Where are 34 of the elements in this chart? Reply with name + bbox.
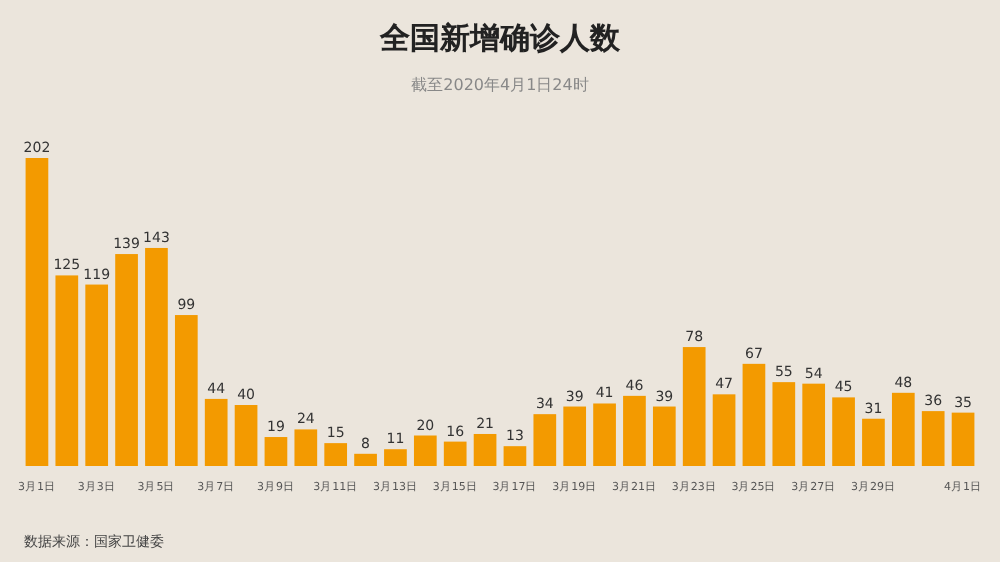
bar — [891, 392, 915, 466]
bar — [563, 406, 587, 466]
bar — [115, 254, 138, 466]
bar — [593, 403, 616, 466]
bar — [204, 398, 228, 466]
bar — [862, 418, 885, 466]
bar — [623, 395, 646, 466]
bar — [294, 429, 318, 466]
bar — [682, 347, 706, 466]
bar — [55, 275, 79, 466]
bar — [503, 446, 527, 466]
bar — [921, 411, 945, 466]
bar — [712, 394, 736, 466]
bar — [384, 449, 407, 466]
bar — [832, 397, 855, 466]
bar — [413, 435, 437, 466]
bar — [174, 315, 198, 466]
bar — [85, 284, 109, 466]
bar — [443, 441, 467, 466]
bar — [324, 443, 348, 466]
bar — [802, 383, 826, 466]
bar — [652, 406, 676, 466]
chart-subtitle: 截至2020年4月1日24时 — [411, 76, 589, 94]
bar — [264, 437, 288, 466]
bar — [354, 453, 377, 466]
bar — [533, 414, 557, 466]
bar — [473, 433, 497, 466]
bar — [951, 412, 975, 466]
bar — [742, 363, 766, 466]
chart-title: 全国新增确诊人数 — [378, 20, 622, 56]
bar — [772, 382, 796, 466]
bar — [234, 405, 258, 466]
bar — [25, 158, 49, 466]
bar — [145, 247, 168, 466]
